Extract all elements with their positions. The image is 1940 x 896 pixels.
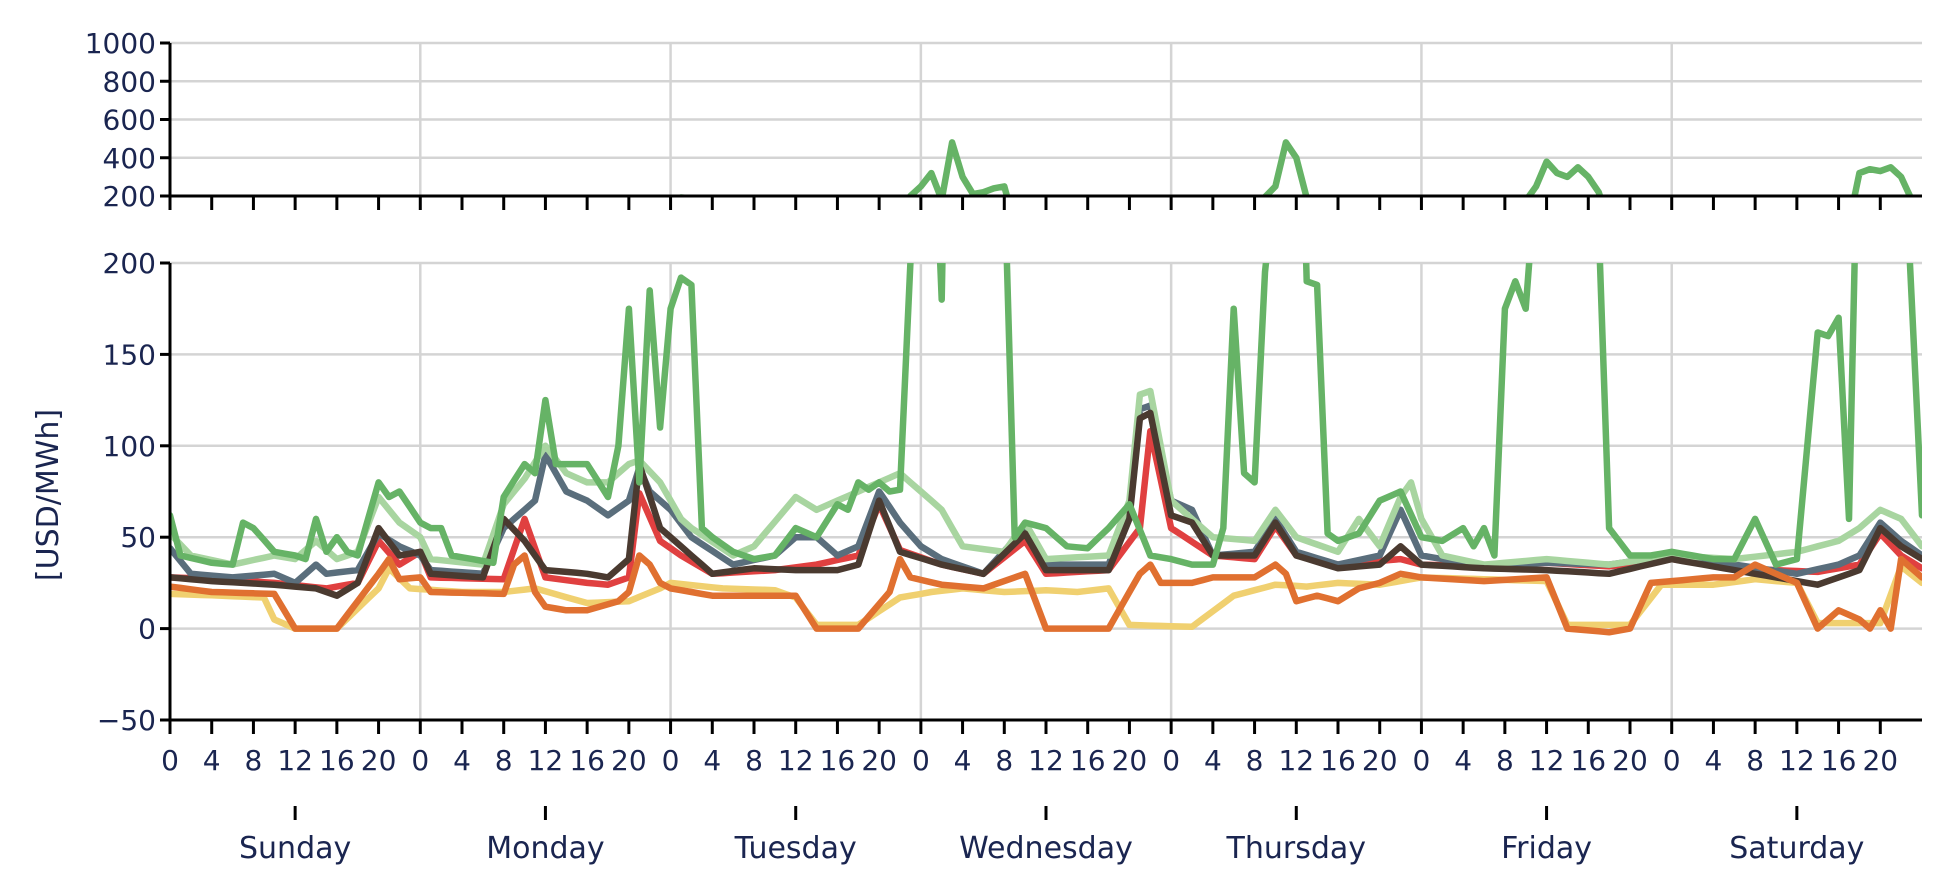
series-line-top-4: [170, 212, 1922, 231]
x-tick-label: 0: [1663, 744, 1681, 777]
x-tick-label: 8: [245, 744, 263, 777]
x-tick-label: 4: [703, 744, 721, 777]
series-line-top-6: [648, 139, 1914, 196]
bottom-y-tick-label: 150: [103, 338, 156, 371]
day-label-saturday: Saturday: [1729, 831, 1864, 866]
x-tick-label: 20: [861, 744, 897, 777]
series-line-4: [170, 409, 1922, 599]
x-tick-label: 16: [820, 744, 856, 777]
bottom-y-tick-label: 100: [103, 430, 156, 463]
top-y-tick-label: 1000: [85, 27, 156, 60]
series-layer: [170, 139, 1922, 636]
x-tick-label: 4: [203, 744, 221, 777]
x-tick-label: 0: [1413, 744, 1431, 777]
grid-layer: [170, 41, 1922, 722]
day-label-friday: Friday: [1501, 831, 1592, 866]
top-y-tick-label: 400: [103, 142, 156, 175]
x-tick-label: 20: [611, 744, 647, 777]
series-line-top-0: [170, 228, 1922, 235]
series-line-6: [170, 263, 1922, 568]
bottom-y-tick-label: 50: [120, 521, 156, 554]
day-label-thursday: Thursday: [1226, 831, 1367, 866]
day-label-wednesday: Wednesday: [959, 831, 1133, 866]
x-tick-label: 8: [1246, 744, 1264, 777]
x-tick-label: 4: [1705, 744, 1723, 777]
x-tick-label: 12: [1779, 744, 1815, 777]
series-line-5: [170, 552, 1922, 636]
x-tick-label: 8: [745, 744, 763, 777]
x-tick-label: 12: [1529, 744, 1565, 777]
x-tick-label: 0: [662, 744, 680, 777]
x-tick-label: 4: [1454, 744, 1472, 777]
x-tick-label: 8: [995, 744, 1013, 777]
x-tick-label: 0: [912, 744, 930, 777]
x-tick-label: 8: [495, 744, 513, 777]
day-label-monday: Monday: [486, 831, 604, 866]
x-tick-label: 12: [1028, 744, 1064, 777]
series-line-top-1: [170, 214, 1922, 230]
x-tick-label: 4: [453, 744, 471, 777]
x-tick-label: 12: [1278, 744, 1314, 777]
x-tick-label: 8: [1746, 744, 1764, 777]
day-label-tuesday: Tuesday: [734, 831, 857, 866]
x-tick-label: 20: [361, 744, 397, 777]
top-y-tick-label: 200: [103, 180, 156, 213]
series-line-top-3: [170, 209, 1922, 227]
x-tick-label: 4: [1204, 744, 1222, 777]
x-tick-label: 16: [1070, 744, 1106, 777]
series-line-top-5: [170, 227, 1922, 235]
x-tick-label: 16: [1821, 744, 1857, 777]
top-panel-series: [170, 139, 1922, 235]
x-tick-label: 8: [1496, 744, 1514, 777]
x-tick-label: 20: [1862, 744, 1898, 777]
x-tick-label: 12: [528, 744, 564, 777]
x-tick-label: 20: [1362, 744, 1398, 777]
y-axis-label: [USD/MWh]: [31, 409, 66, 581]
bottom-panel-series: [170, 263, 1922, 636]
x-tick-label: 20: [1112, 744, 1148, 777]
x-tick-label: 16: [1570, 744, 1606, 777]
top-y-tick-label: 800: [103, 65, 156, 98]
x-tick-label: 12: [277, 744, 313, 777]
x-tick-label: 0: [411, 744, 429, 777]
x-tick-label: 0: [161, 744, 179, 777]
series-line-3: [170, 387, 1922, 568]
bottom-y-tick-label: −50: [97, 704, 156, 737]
x-tick-label: 20: [1612, 744, 1648, 777]
x-tick-label: 12: [778, 744, 814, 777]
bottom-y-tick-label: 200: [103, 247, 156, 280]
bottom-y-tick-label: 0: [138, 613, 156, 646]
day-label-sunday: Sunday: [239, 831, 351, 866]
top-y-tick-label: 600: [103, 104, 156, 137]
x-tick-label: 16: [1320, 744, 1356, 777]
x-tick-label: 4: [954, 744, 972, 777]
x-tick-label: 16: [319, 744, 355, 777]
series-line-top-2: [170, 211, 1922, 230]
x-tick-label: 16: [569, 744, 605, 777]
x-tick-label: 0: [1162, 744, 1180, 777]
